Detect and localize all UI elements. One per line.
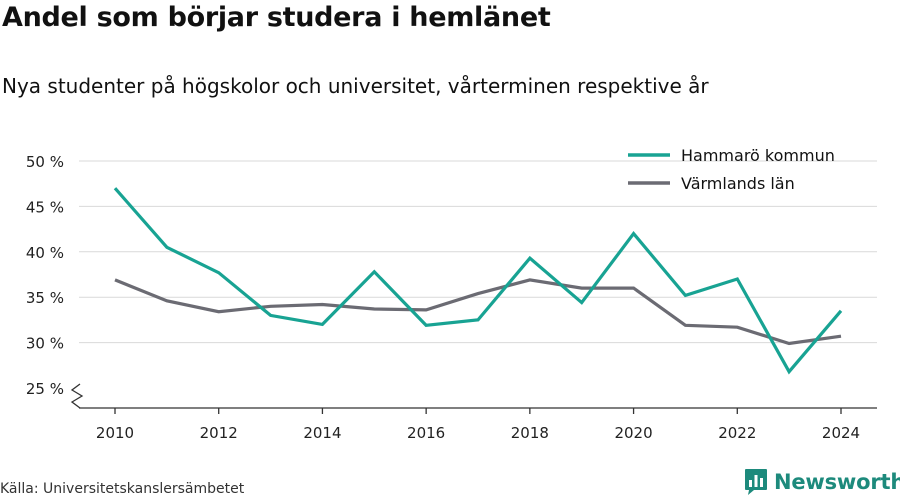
x-tick-label: 2024 [822,424,860,442]
y-tick-label: 25 % [26,380,64,398]
y-tick-label: 35 % [26,289,64,307]
x-tick-label: 2016 [407,424,445,442]
y-tick-label: 30 % [26,335,64,353]
bar-chart-icon [745,469,767,495]
x-axis: 2010 2012 2014 2016 2018 2020 2022 2024 [79,407,877,442]
x-tick-label: 2020 [614,424,652,442]
brand-name: Newsworthy [774,470,900,494]
y-tick-label: 45 % [26,198,64,216]
chart-subtitle: Nya studenter på högskolor och universit… [2,74,709,98]
brand-logo[interactable]: Newsworthy [744,466,900,498]
x-tick-label: 2022 [718,424,756,442]
x-tick-label: 2010 [96,424,134,442]
legend: Hammarö kommun Värmlands län [628,146,835,193]
gridlines [70,160,877,409]
source-note: Källa: Universitetskanslersämbetet [0,481,245,497]
x-tick-label: 2018 [511,424,549,442]
y-tick-label: 50 % [26,153,64,171]
x-tick-label: 2014 [303,424,341,442]
legend-label: Värmlands län [681,174,795,193]
legend-label: Hammarö kommun [681,146,835,165]
y-axis-labels: 25 % 30 % 35 % 40 % 45 % 50 % [26,153,64,398]
series-lines [113,187,843,375]
series-line-1 [114,278,842,346]
y-tick-label: 40 % [26,244,64,262]
axis-break-icon [70,383,84,409]
x-tick-label: 2012 [200,424,238,442]
chart-title: Andel som börjar studera i hemlänet [2,2,551,33]
line-chart: 2010 2012 2014 2016 2018 2020 2022 2024 25 % 30 … [26,146,877,442]
series-line-0 [113,187,843,375]
